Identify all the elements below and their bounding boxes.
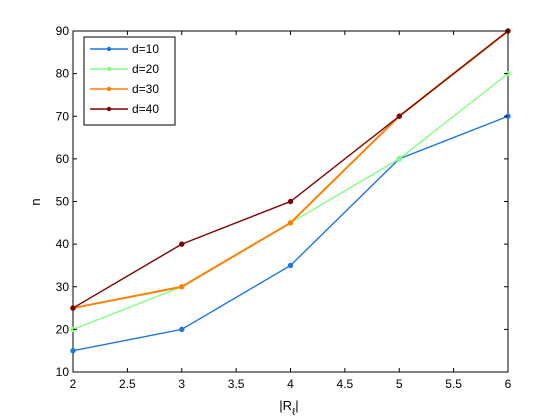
legend-marker <box>106 66 112 72</box>
x-tick-label: 6 <box>505 377 512 391</box>
x-tick-label: 4 <box>287 377 294 391</box>
legend-marker <box>106 106 112 112</box>
legend-entry-label: d=30 <box>132 82 159 96</box>
legend-box <box>83 36 176 126</box>
y-tick-label: 70 <box>56 109 70 123</box>
data-point-d=10 <box>287 262 294 269</box>
data-point-d=40 <box>287 198 294 205</box>
data-point-d=40 <box>179 241 185 247</box>
y-tick-label: 20 <box>56 322 70 336</box>
series-line-d=10 <box>72 115 509 352</box>
data-point-d=20 <box>396 156 402 162</box>
y-axis-label: n <box>28 198 43 205</box>
y-tick-label: 80 <box>56 67 70 81</box>
data-point-d=30 <box>179 284 185 290</box>
y-tick-label: 90 <box>56 24 70 38</box>
legend-marker <box>106 46 112 52</box>
y-tick-label: 60 <box>56 152 70 166</box>
legend-entry-label: d=10 <box>132 42 159 56</box>
y-tick-label: 10 <box>56 365 70 379</box>
y-tick-label: 30 <box>56 280 70 294</box>
x-tick-label: 2.5 <box>119 377 136 391</box>
x-tick-label: 2 <box>70 377 77 391</box>
data-point-d=40 <box>70 305 76 311</box>
x-tick-label: 3.5 <box>228 377 245 391</box>
legend-entry-label: d=20 <box>132 62 159 76</box>
data-point-d=30 <box>287 220 294 226</box>
legend-marker <box>106 86 112 92</box>
data-point-d=40 <box>396 113 402 119</box>
data-point-d=10 <box>70 347 76 354</box>
legend: d=10 d=20 d=30 d=40 <box>83 36 176 126</box>
y-tick-label: 50 <box>56 195 70 209</box>
x-tick-label: 5.5 <box>445 377 462 391</box>
x-tick-label: 5 <box>396 377 403 391</box>
x-tick-label: 4.5 <box>337 377 354 391</box>
data-point-d=10 <box>179 326 185 333</box>
y-tick-label: 40 <box>56 237 70 251</box>
axis-ticks: 2 2.5 3 3.5 4 4.5 5 5.5 6 10 20 30 40 50 60 70 80 90 <box>56 24 512 391</box>
x-axis-label: |Rℓ| <box>279 398 298 418</box>
x-tick-label: 3 <box>178 377 185 391</box>
legend-entry-label: d=40 <box>132 102 159 116</box>
